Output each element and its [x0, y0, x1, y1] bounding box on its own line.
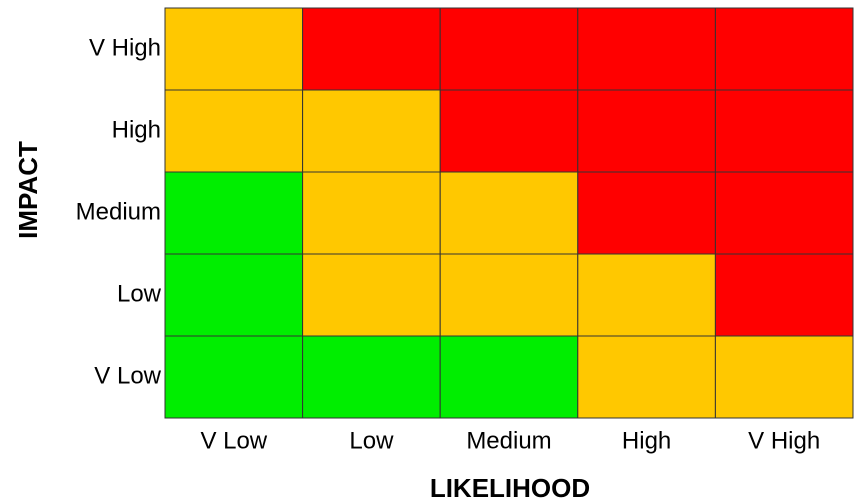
matrix-cell [302, 335, 441, 419]
matrix-cell [164, 335, 304, 419]
matrix-cell [714, 253, 854, 337]
matrix-cell [714, 335, 854, 419]
column-label: V Low [200, 427, 267, 454]
matrix-cell [577, 7, 716, 91]
matrix-cell [439, 335, 579, 419]
column-label: Low [349, 427, 394, 454]
row-label: High [112, 116, 161, 143]
y-axis-label: IMPACT [13, 141, 43, 239]
column-label: High [622, 427, 671, 454]
matrix-cell [302, 253, 441, 337]
matrix-cell [302, 171, 441, 255]
matrix-cell [439, 171, 579, 255]
matrix-cell [302, 7, 441, 91]
matrix-cell [577, 335, 716, 419]
matrix-cell [714, 171, 854, 255]
row-label: V High [89, 34, 161, 61]
matrix-cell [164, 89, 304, 173]
matrix-cell [439, 7, 579, 91]
matrix-cell [439, 253, 579, 337]
matrix-cell [577, 171, 716, 255]
row-label: Medium [76, 198, 161, 225]
matrix-cell [714, 7, 854, 91]
matrix-cell [164, 7, 304, 91]
column-label: Medium [466, 427, 551, 454]
matrix-cell [714, 89, 854, 173]
x-axis-label: LIKELIHOOD [430, 473, 590, 503]
row-label: V Low [94, 362, 161, 389]
matrix-cell [577, 253, 716, 337]
column-label: V High [748, 427, 820, 454]
matrix-cell [164, 171, 304, 255]
matrix-cell [577, 89, 716, 173]
matrix-cell [164, 253, 304, 337]
matrix-cell [302, 89, 441, 173]
row-label: Low [117, 280, 162, 307]
matrix-cell [439, 89, 579, 173]
